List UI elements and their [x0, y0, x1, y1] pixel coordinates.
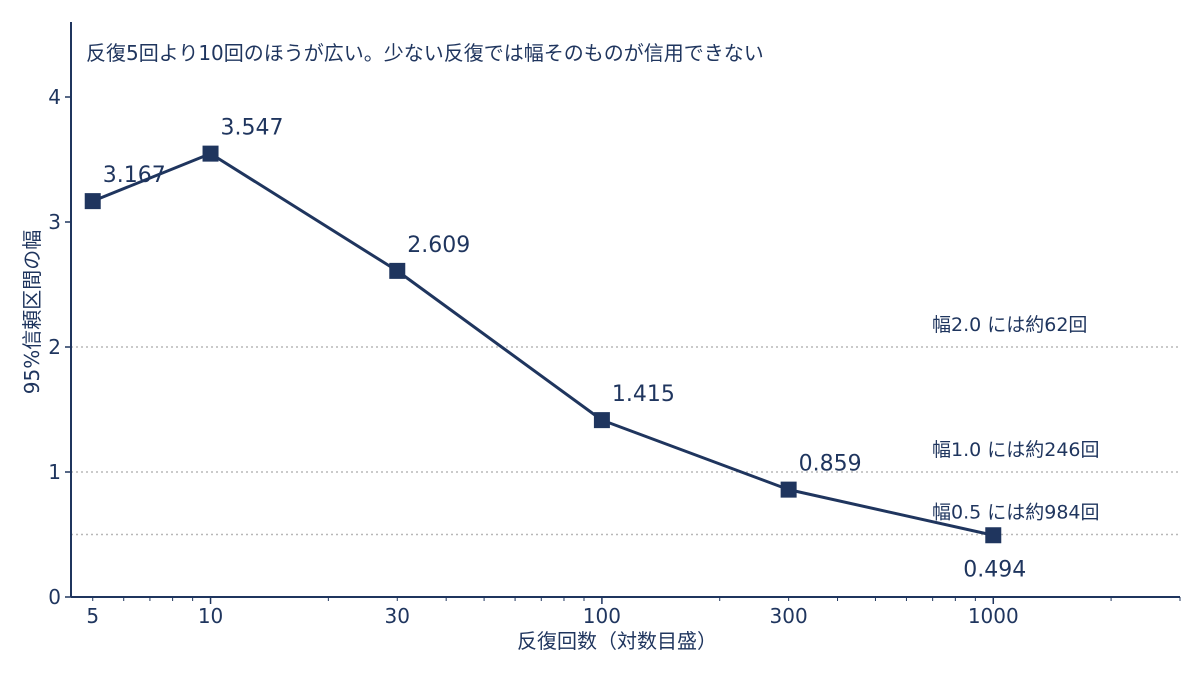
x-tick-label: 5: [86, 604, 99, 628]
y-tick-label: 0: [48, 585, 61, 609]
x-tick-label: 100: [583, 604, 621, 628]
data-label: 0.494: [963, 557, 1026, 582]
y-tick-label: 1: [48, 460, 61, 484]
x-tick-label: 300: [770, 604, 808, 628]
reference-label: 幅2.0 には約62回: [932, 314, 1087, 336]
data-label: 3.547: [221, 116, 284, 141]
x-tick-label: 10: [198, 604, 223, 628]
x-axis-title: 反復回数（対数目盛）: [517, 629, 717, 653]
reference-label: 幅0.5 には約984回: [932, 502, 1100, 524]
data-point: [202, 145, 219, 162]
y-tick-label: 3: [48, 210, 61, 234]
axes: 0 1 2 3 4 5 10 30 100 300 1000: [48, 22, 1181, 628]
data-label: 0.859: [799, 452, 862, 477]
x-tick-label: 30: [385, 604, 410, 628]
chart-title: 反復5回より10回のほうが広い。少ない反復では幅そのものが信用できない: [86, 41, 764, 65]
x-tick-label: 1000: [968, 604, 1019, 628]
series-line: [92, 152, 994, 537]
data-label: 3.167: [103, 163, 166, 188]
data-label: 1.415: [612, 382, 675, 407]
y-tick-label: 2: [48, 335, 61, 359]
data-point: [593, 412, 610, 429]
series: 3.167 3.547 2.609 1.415 0.859 0.494: [84, 116, 1026, 582]
y-tick-label: 4: [48, 85, 61, 109]
data-label: 2.609: [407, 233, 470, 258]
data-point: [780, 481, 797, 498]
y-axis-title: 95%信頼区間の幅: [20, 230, 44, 394]
data-point: [389, 262, 406, 279]
data-point: [985, 527, 1002, 544]
data-point: [84, 193, 101, 210]
reference-label: 幅1.0 には約246回: [932, 439, 1100, 461]
